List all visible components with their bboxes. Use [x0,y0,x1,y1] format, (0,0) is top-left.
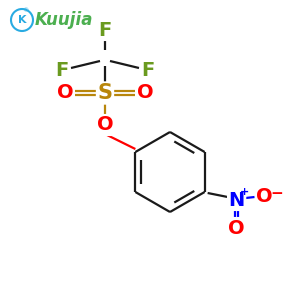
Text: F: F [141,61,154,80]
Text: F: F [98,20,112,40]
Text: −: − [270,185,283,200]
Text: O: O [97,116,113,134]
Text: ®: ® [22,8,28,14]
Text: O: O [256,188,273,206]
Text: K: K [18,15,26,25]
Text: +: + [240,187,249,197]
Text: O: O [228,218,245,238]
Text: O: O [57,83,73,103]
Text: Kuujia: Kuujia [35,11,93,29]
Text: F: F [56,61,69,80]
Text: O: O [137,83,153,103]
Text: S: S [98,83,112,103]
Text: N: N [229,190,245,209]
